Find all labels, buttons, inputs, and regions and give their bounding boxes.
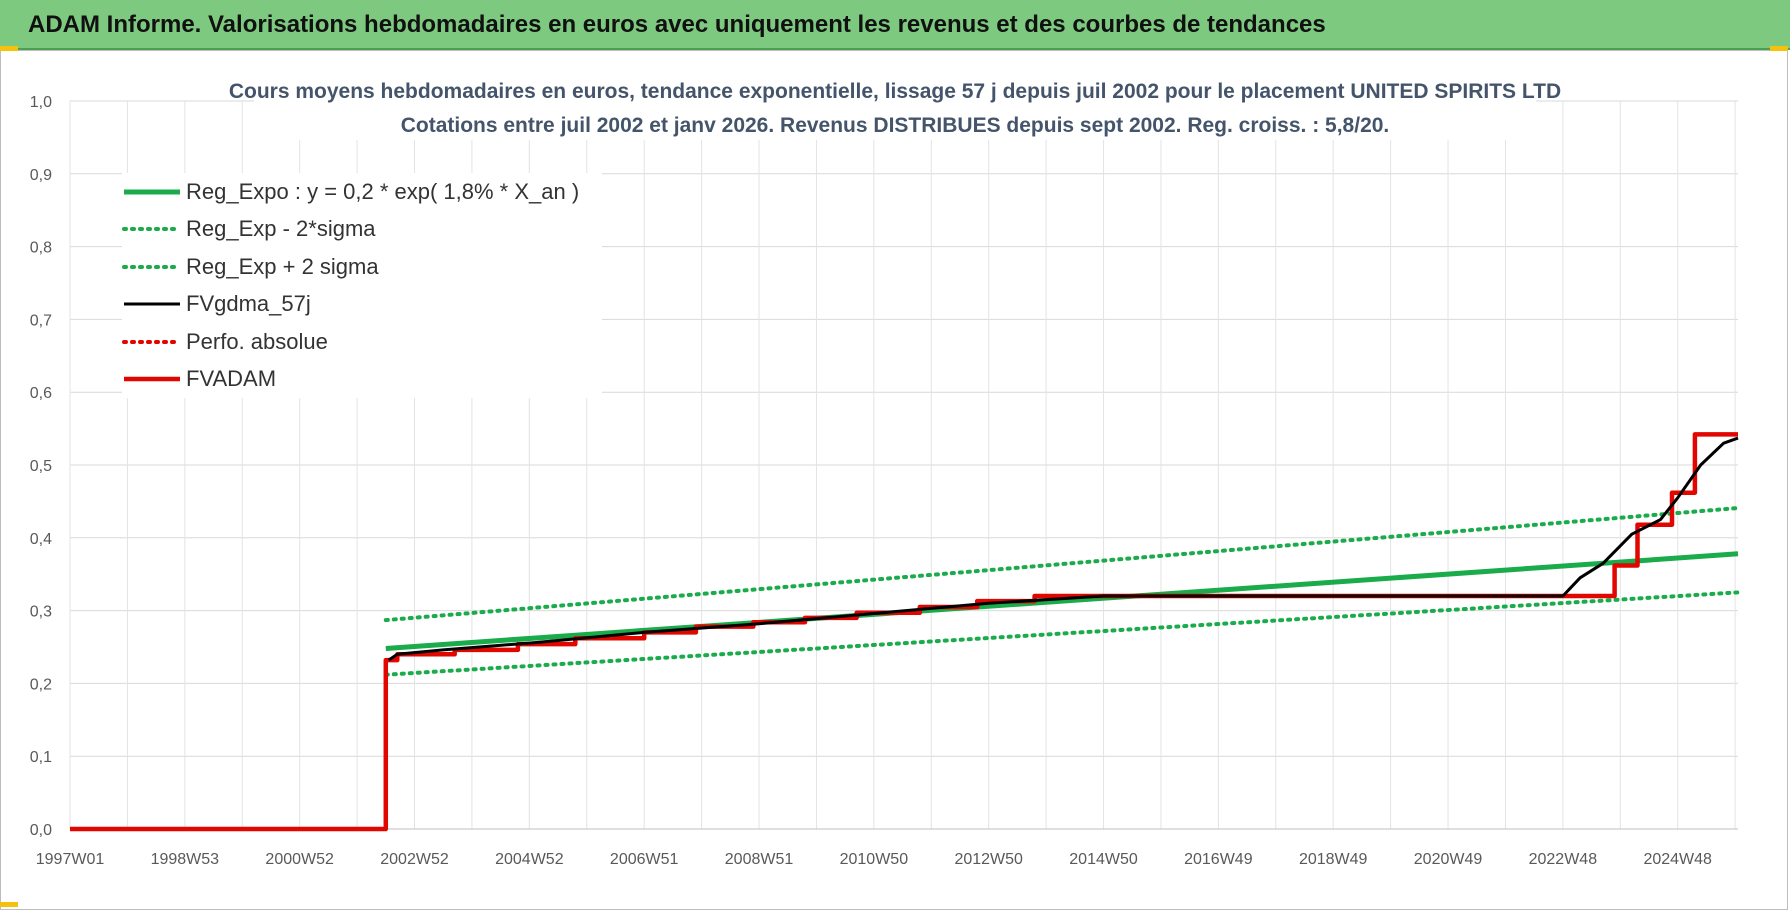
legend-swatch — [124, 377, 180, 382]
legend-label: Reg_Expo : y = 0,2 * exp( 1,8% * X_an ) — [186, 178, 580, 204]
chart-legend: Reg_Expo : y = 0,2 * exp( 1,8% * X_an ) R… — [122, 173, 602, 398]
legend-label: Reg_Exp + 2 sigma — [186, 253, 379, 279]
y-tick-label: 0,9 — [30, 167, 52, 184]
x-tick-label: 2000W52 — [265, 851, 334, 868]
corner-mark-top-left — [0, 46, 18, 51]
x-tick-label: 2016W49 — [1184, 851, 1253, 868]
x-tick-label: 1997W01 — [36, 851, 105, 868]
x-tick-label: 2010W50 — [840, 851, 909, 868]
corner-mark-top-right — [1770, 46, 1788, 51]
legend-entry: FVADAM — [122, 361, 602, 399]
legend-swatch — [122, 339, 182, 344]
legend-label: Reg_Exp - 2*sigma — [186, 216, 376, 242]
x-tick-label: 2002W52 — [380, 851, 449, 868]
corner-mark-bottom-left — [0, 902, 18, 907]
report-banner: ADAM Informe. Valorisations hebdomadaire… — [0, 0, 1790, 50]
series-line-2 — [383, 506, 1740, 623]
legend-entry: Reg_Expo : y = 0,2 * exp( 1,8% * X_an ) — [122, 173, 602, 211]
y-axis-ticks: 0,0 0,1 0,2 0,3 0,4 0,5 0,6 0,7 0,8 0,9 1,0 — [30, 94, 52, 839]
report-title: ADAM Informe. Valorisations hebdomadaire… — [28, 11, 1326, 38]
x-tick-label: 2008W51 — [725, 851, 794, 868]
legend-entry: Reg_Exp - 2*sigma — [122, 211, 602, 249]
x-tick-label: 2004W52 — [495, 851, 564, 868]
x-tick-label: 1998W53 — [151, 851, 220, 868]
legend-swatch — [124, 302, 180, 306]
legend-entry: Reg_Exp + 2 sigma — [122, 248, 602, 286]
series-line-1 — [383, 590, 1740, 677]
y-tick-label: 0,2 — [30, 676, 52, 693]
x-axis-ticks: 1997W01 1998W53 2000W52 2002W52 2004W52 2006W… — [36, 851, 1712, 868]
legend-swatch — [122, 264, 182, 269]
legend-label: FVADAM — [186, 366, 277, 392]
x-tick-label: 2018W49 — [1299, 851, 1368, 868]
x-tick-label: 2014W50 — [1069, 851, 1138, 868]
legend-entry: Perfo. absolue — [122, 323, 602, 361]
y-tick-label: 1,0 — [30, 94, 52, 111]
y-tick-label: 0,1 — [30, 749, 52, 766]
x-tick-label: 2006W51 — [610, 851, 679, 868]
x-tick-label: 2022W48 — [1529, 851, 1598, 868]
series-line-5 — [70, 432, 1738, 832]
series-lines — [70, 432, 1740, 832]
x-tick-label: 2024W48 — [1643, 851, 1712, 868]
y-tick-label: 0,4 — [30, 531, 52, 548]
x-tick-label: 2020W49 — [1414, 851, 1483, 868]
chart-title: Cours moyens hebdomadaires en euros, ten… — [229, 80, 1561, 103]
y-tick-label: 0,7 — [30, 312, 52, 329]
y-tick-label: 0,3 — [30, 604, 52, 621]
y-tick-label: 0,8 — [30, 240, 52, 257]
y-tick-label: 0,5 — [30, 458, 52, 475]
chart-subtitle: Cotations entre juil 2002 et janv 2026. … — [401, 114, 1390, 137]
series-line-0 — [385, 551, 1739, 651]
legend-label: Perfo. absolue — [186, 328, 328, 354]
legend-label: FVgdma_57j — [186, 291, 311, 317]
y-tick-label: 0,6 — [30, 385, 52, 402]
y-tick-label: 0,0 — [30, 822, 52, 839]
legend-swatch — [122, 227, 182, 232]
legend-entry: FVgdma_57j — [122, 286, 602, 324]
legend-swatch — [124, 189, 180, 195]
x-tick-label: 2012W50 — [954, 851, 1023, 868]
title-backdrop — [254, 74, 1536, 140]
series-line-3 — [387, 436, 1739, 662]
